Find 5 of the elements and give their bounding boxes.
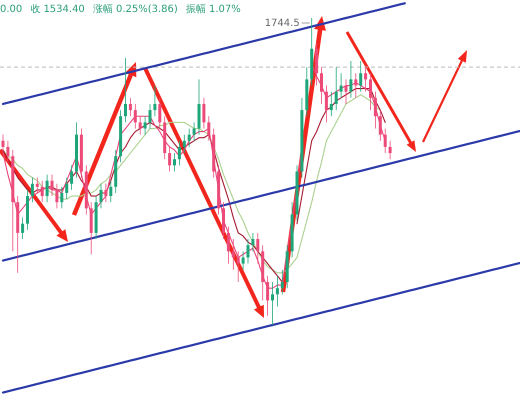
text: 振幅 1.07%: [186, 3, 241, 15]
text: 收 1534.40: [30, 4, 85, 15]
text: 0.00: [0, 4, 22, 15]
text: 涨幅 0.25%(3.86): [92, 3, 178, 15]
annotation: 1744.5: [264, 18, 300, 29]
